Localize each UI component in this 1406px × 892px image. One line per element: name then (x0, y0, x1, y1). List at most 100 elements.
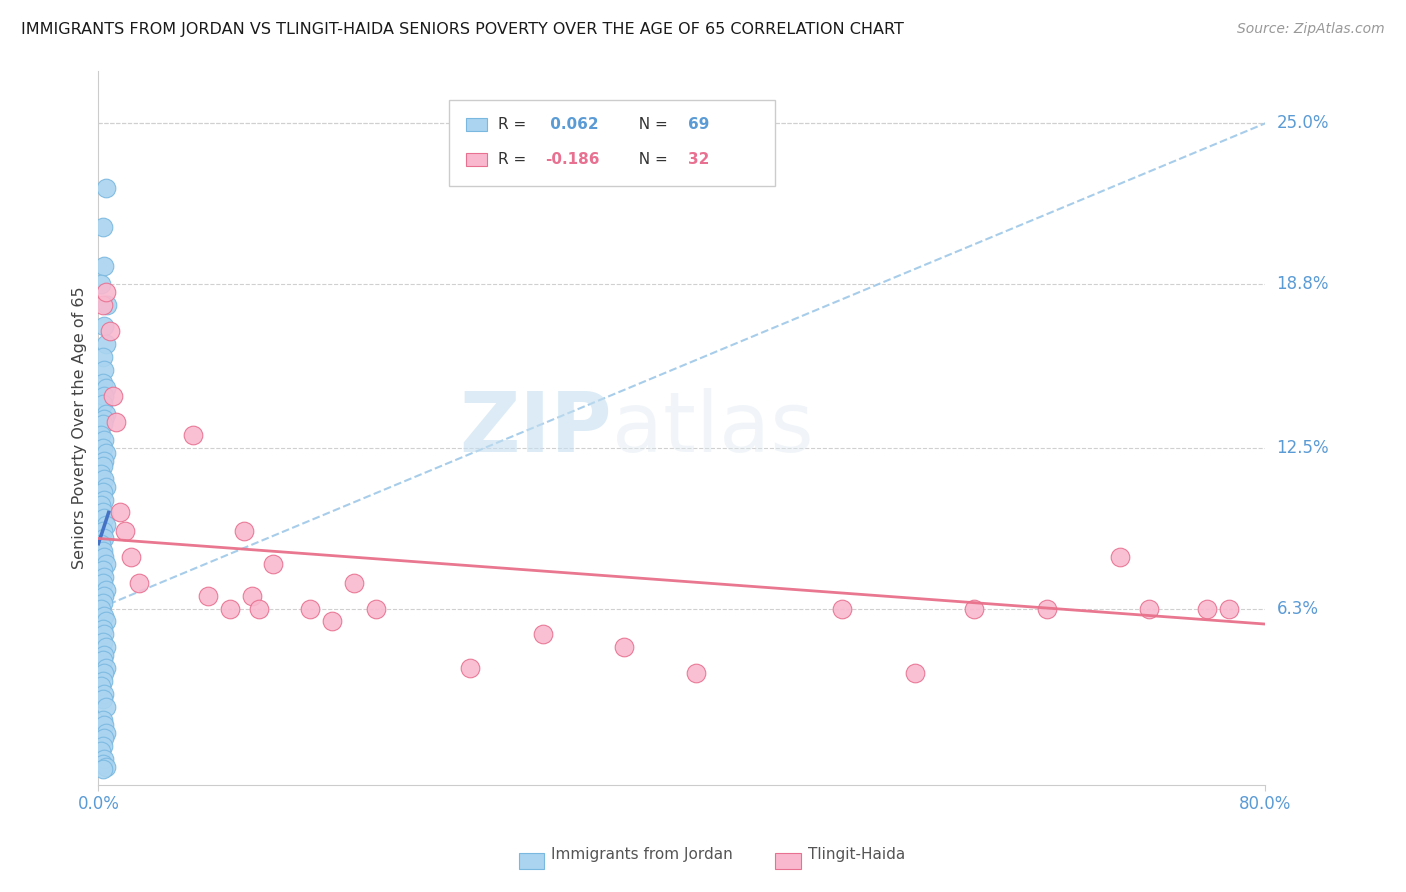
Point (93, 609, 115, 624)
Point (93, 549, 115, 564)
Point (93, 363, 115, 377)
Point (91, 674, 114, 689)
Point (91, 544, 114, 558)
Bar (775, 854, 801, 869)
Point (94, 285, 117, 299)
Point (233, 524, 256, 538)
Text: 0.062: 0.062 (546, 118, 599, 132)
Point (90, 744, 112, 758)
Text: 6.3%: 6.3% (1277, 599, 1319, 617)
Point (93, 259, 115, 273)
Point (94, 760, 117, 774)
Point (94, 446, 117, 460)
Text: Immigrants from Jordan: Immigrants from Jordan (551, 847, 733, 863)
Text: Tlingit-Haida: Tlingit-Haida (808, 847, 905, 863)
Point (94, 518, 117, 533)
Point (93, 718, 115, 732)
Point (91, 757, 114, 772)
Point (93, 731, 115, 746)
Text: Source: ZipAtlas.com: Source: ZipAtlas.com (1237, 22, 1385, 37)
Text: 32: 32 (688, 152, 709, 167)
Point (91, 575, 114, 590)
Point (1218, 601, 1240, 615)
Text: 69: 69 (688, 118, 709, 132)
Point (93, 453, 115, 467)
Point (321, 615, 343, 629)
Point (343, 575, 366, 590)
Point (93, 752, 115, 766)
Point (90, 536, 112, 550)
Point (962, 601, 984, 615)
Point (91, 458, 114, 473)
Point (91, 622, 114, 636)
Point (91, 484, 114, 499)
Point (460, 661, 482, 675)
Text: atlas: atlas (612, 388, 814, 468)
Point (104, 415, 127, 429)
Point (94, 181, 117, 195)
Text: N =: N = (630, 118, 673, 132)
Point (94, 661, 117, 675)
Point (93, 472, 115, 486)
Point (101, 389, 124, 403)
Point (94, 558, 117, 572)
Point (90, 601, 112, 615)
Point (240, 589, 263, 603)
Point (1108, 549, 1130, 564)
Point (1035, 601, 1057, 615)
Point (93, 318, 115, 333)
Point (91, 376, 114, 390)
Point (98, 324, 121, 338)
Text: ZIP: ZIP (460, 388, 612, 468)
Y-axis label: Seniors Poverty Over the Age of 65: Seniors Poverty Over the Age of 65 (72, 287, 87, 569)
Point (91, 763, 114, 777)
Point (91, 653, 114, 667)
Point (93, 389, 115, 403)
Point (91, 692, 114, 706)
Point (93, 433, 115, 447)
Point (1137, 601, 1160, 615)
Bar (465, 153, 486, 166)
Point (685, 666, 707, 681)
Point (94, 615, 117, 629)
Point (94, 336, 117, 351)
Point (1195, 601, 1218, 615)
Point (93, 666, 115, 681)
Point (91, 417, 114, 432)
Point (90, 427, 112, 442)
Point (91, 524, 114, 538)
Point (93, 687, 115, 701)
Text: N =: N = (630, 152, 673, 167)
Point (91, 220, 114, 235)
Text: 18.8%: 18.8% (1277, 275, 1329, 293)
Point (91, 506, 114, 520)
Point (364, 601, 387, 615)
Bar (465, 119, 486, 131)
Point (531, 627, 554, 641)
Point (94, 479, 117, 493)
Point (91, 739, 114, 753)
Point (298, 601, 321, 615)
Point (93, 510, 115, 524)
Point (218, 601, 240, 615)
Point (114, 524, 136, 538)
Text: IMMIGRANTS FROM JORDAN VS TLINGIT-HAIDA SENIORS POVERTY OVER THE AGE OF 65 CORRE: IMMIGRANTS FROM JORDAN VS TLINGIT-HAIDA … (21, 22, 904, 37)
Point (90, 679, 112, 693)
Point (91, 396, 114, 410)
Point (120, 549, 142, 564)
Point (197, 589, 219, 603)
Point (91, 635, 114, 649)
Point (181, 427, 204, 442)
Point (91, 713, 114, 727)
Point (93, 492, 115, 507)
Point (90, 498, 112, 512)
Text: -0.186: -0.186 (546, 152, 600, 167)
Point (91, 563, 114, 577)
Point (93, 412, 115, 426)
Point (94, 640, 117, 655)
Point (93, 532, 115, 546)
Point (93, 589, 115, 603)
Point (94, 726, 117, 740)
Point (262, 558, 284, 572)
FancyBboxPatch shape (449, 100, 775, 186)
